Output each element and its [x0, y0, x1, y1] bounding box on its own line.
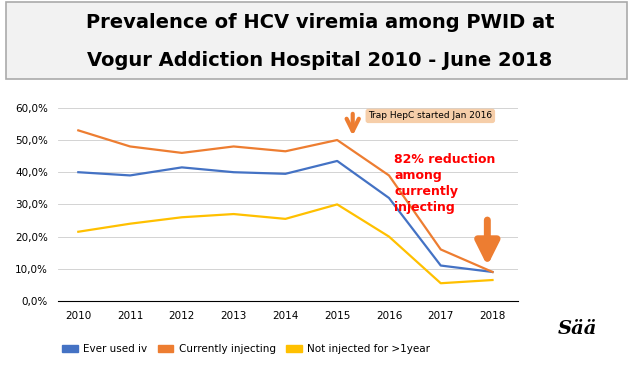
FancyBboxPatch shape — [6, 3, 627, 79]
Legend: Ever used iv, Currently injecting, Not injected for >1year: Ever used iv, Currently injecting, Not i… — [58, 340, 434, 359]
Text: Sää: Sää — [557, 320, 597, 338]
Text: 82% reduction
among
currently
injecting: 82% reduction among currently injecting — [394, 153, 495, 214]
Text: Vogur Addiction Hospital 2010 - June 2018: Vogur Addiction Hospital 2010 - June 201… — [88, 51, 552, 70]
Text: Trap HepC started Jan 2016: Trap HepC started Jan 2016 — [368, 112, 492, 120]
Text: Prevalence of HCV viremia among PWID at: Prevalence of HCV viremia among PWID at — [86, 13, 554, 32]
